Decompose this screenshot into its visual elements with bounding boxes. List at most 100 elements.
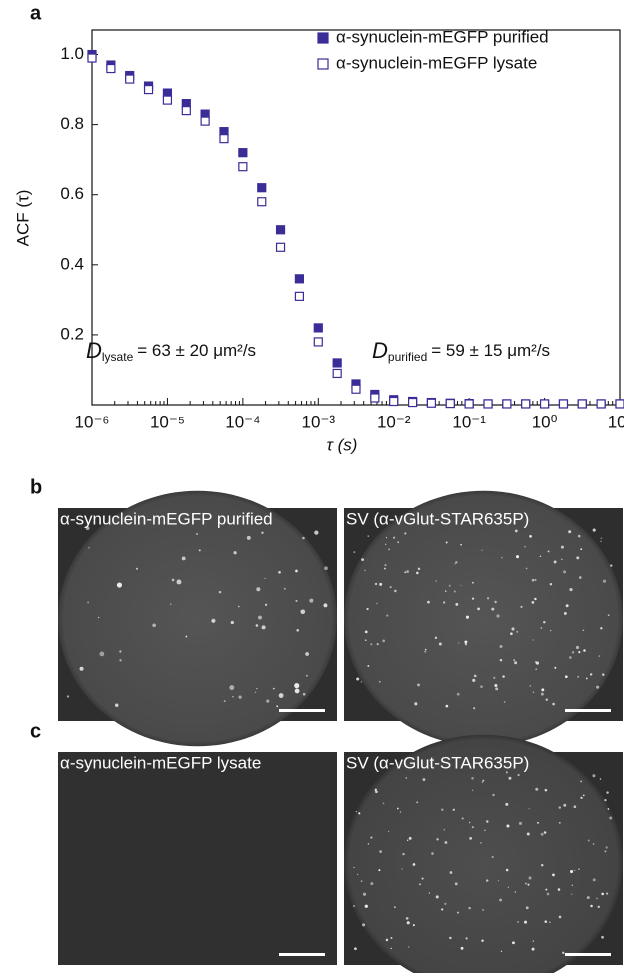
speckle <box>558 821 561 824</box>
speckle <box>417 567 421 571</box>
data-point <box>106 63 116 74</box>
speckle <box>586 896 590 900</box>
speckle <box>460 946 464 950</box>
speckle <box>497 880 500 882</box>
speckle <box>283 587 286 590</box>
speckle <box>577 534 581 538</box>
data-point <box>502 399 512 409</box>
speckle <box>580 796 583 799</box>
speckle <box>294 688 300 694</box>
speckle <box>554 666 557 669</box>
speckle <box>560 545 564 549</box>
speckle <box>511 627 515 631</box>
speckle <box>545 698 548 701</box>
speckle <box>557 888 561 891</box>
speckle <box>443 601 446 604</box>
speckle <box>601 935 604 939</box>
x-tick-label: 10¹ <box>608 412 624 431</box>
speckle <box>385 938 389 942</box>
speckle <box>514 529 518 533</box>
speckle <box>579 576 582 579</box>
speckle <box>232 696 234 698</box>
speckle <box>589 673 593 676</box>
speckle <box>257 615 262 620</box>
speckle <box>408 836 412 840</box>
speckle <box>532 691 535 694</box>
speckle <box>376 602 378 605</box>
speckle <box>607 808 610 810</box>
annotation-text: = 63 ± 20 μm²/s <box>137 341 256 360</box>
speckle <box>512 941 515 945</box>
speckle <box>305 652 309 656</box>
speckle <box>445 704 449 708</box>
panel-label: c <box>30 720 41 742</box>
speckle <box>375 790 378 794</box>
data-point <box>87 53 97 63</box>
speckle <box>503 701 506 703</box>
speckle <box>596 685 600 689</box>
speckle <box>384 543 387 545</box>
speckle <box>295 569 298 573</box>
speckle <box>540 692 544 696</box>
speckle <box>472 678 476 682</box>
speckle <box>597 905 600 908</box>
speckle <box>596 897 598 900</box>
speckle <box>532 940 534 942</box>
speckle <box>599 778 602 780</box>
speckle <box>455 602 459 606</box>
speckle <box>472 789 474 791</box>
speckle <box>552 873 555 877</box>
speckle <box>405 777 408 779</box>
speckle <box>412 863 416 866</box>
speckle <box>374 582 378 586</box>
speckle <box>388 830 390 833</box>
speckle <box>469 837 473 840</box>
speckle <box>532 639 534 641</box>
speckle <box>526 832 530 836</box>
speckle <box>367 535 369 537</box>
speckle <box>382 802 385 805</box>
speckle <box>481 781 483 783</box>
speckle <box>499 645 503 649</box>
speckle <box>367 843 370 845</box>
speckle <box>309 598 314 603</box>
speckle <box>525 882 527 885</box>
speckle <box>246 535 251 540</box>
speckle <box>540 832 544 836</box>
speckle <box>471 777 474 780</box>
data-point <box>389 396 399 407</box>
speckle <box>379 850 382 853</box>
speckle <box>491 855 494 859</box>
speckle <box>482 909 484 911</box>
image-label: α-synuclein-mEGFP lysate <box>60 753 261 772</box>
speckle <box>360 681 363 683</box>
speckle <box>524 920 528 924</box>
micrograph-field <box>58 490 337 747</box>
x-tick-label: 10⁻⁴ <box>225 412 260 431</box>
image-label: SV (α-vGlut-STAR635P) <box>346 753 529 772</box>
speckle <box>484 829 486 832</box>
speckle <box>454 882 458 886</box>
speckle <box>427 600 430 604</box>
speckle <box>582 794 585 797</box>
speckle <box>302 692 306 696</box>
y-tick-label: 0.4 <box>60 254 84 273</box>
data-point <box>370 393 380 403</box>
speckle <box>402 852 405 856</box>
scale-bar <box>279 953 325 956</box>
legend-label: α-synuclein-mEGFP purified <box>336 27 549 46</box>
data-point <box>408 397 418 408</box>
speckle <box>499 658 503 662</box>
speckle <box>516 630 519 633</box>
speckle <box>604 850 607 853</box>
annotation-symbol: D <box>372 338 388 363</box>
speckle <box>233 551 237 555</box>
speckle <box>571 651 575 654</box>
speckle <box>568 530 572 534</box>
speckle <box>296 628 300 632</box>
speckle <box>558 806 561 809</box>
speckle <box>607 614 610 617</box>
speckle <box>394 589 397 593</box>
speckle <box>424 648 427 651</box>
speckle <box>273 687 275 690</box>
